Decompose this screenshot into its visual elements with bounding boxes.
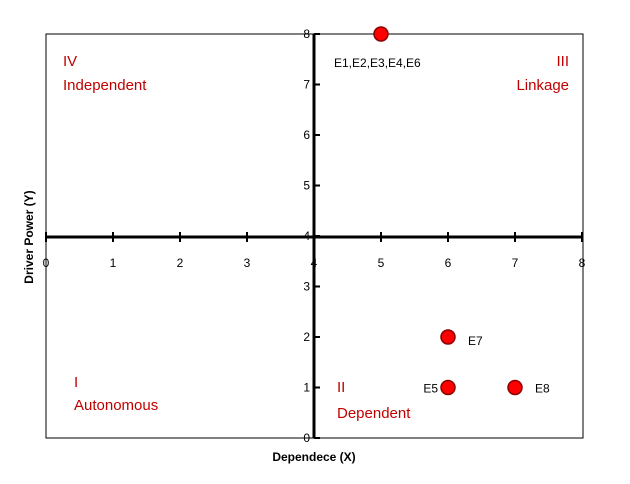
quadrant-labels: IV Independent III Linkage I Autonomous II Depe… [63,53,569,422]
x-tick-label: 7 [512,256,519,270]
x-tick-label: 2 [177,256,184,270]
data-point [440,379,456,396]
x-tick-label: 4 [311,256,318,270]
data-point [507,379,523,396]
y-tick-label: 0 [303,431,310,445]
data-point-label: E5 [423,382,438,396]
y-tick-label: 3 [303,280,310,294]
y-tick-label: 5 [303,179,310,193]
y-tick-label: 8 [303,27,310,41]
x-tick-label: 5 [378,256,385,270]
quadrant-name: Independent [63,77,147,94]
x-tick-label: 6 [445,256,452,270]
quadrant-numeral: I [74,374,78,391]
y-tick-label: 4 [303,229,310,243]
quadrant-numeral: III [556,53,569,70]
y-tick-label: 7 [303,78,310,92]
y-axis-title: Driver Power (Y) [22,190,36,283]
data-point-label: E7 [468,334,483,348]
quadrant-name: Dependent [337,405,411,422]
data-point-label: E1,E2,E3,E4,E6 [334,56,421,70]
x-tick-label: 8 [579,256,586,270]
x-tick-label: 0 [43,256,50,270]
quadrant-name: Autonomous [74,397,158,414]
quadrant-name: Linkage [516,77,569,94]
y-tick-label: 6 [303,128,310,142]
x-axis-title: Dependece (X) [272,450,355,464]
quadrant-numeral: IV [63,53,77,70]
quadrant-numeral: II [337,379,345,396]
data-point-label: E8 [535,382,550,396]
x-tick-label: 1 [110,256,117,270]
y-tick-label: 1 [303,381,310,395]
y-tick-label: 2 [303,330,310,344]
data-points: E1,E2,E3,E4,E6 E7 E5 E8 [334,26,550,396]
data-point [440,329,456,345]
data-point [373,26,389,42]
x-tick-label: 3 [244,256,251,270]
